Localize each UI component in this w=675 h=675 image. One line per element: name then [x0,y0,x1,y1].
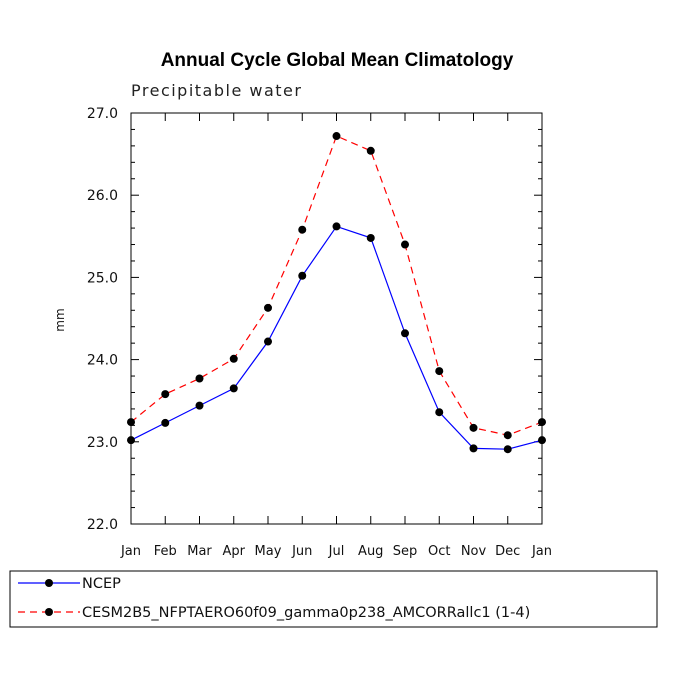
chart-title: Annual Cycle Global Mean Climatology [161,50,514,71]
x-tick-label: Apr [223,544,246,559]
data-point [298,271,307,280]
data-point [503,431,512,440]
data-point [503,445,512,454]
data-point [538,436,546,445]
y-tick-label: 27.0 [87,106,118,122]
series-1 [127,132,546,440]
data-point [229,384,238,393]
series-layer [127,132,546,454]
data-point [332,222,341,231]
data-point [161,390,170,399]
data-point [366,233,375,242]
legend-item-1: CESM2B5_NFPTAERO60f09_gamma0p238_AMCORRa… [18,605,530,621]
axis-ticks [130,112,543,525]
legend: NCEP CESM2B5_NFPTAERO60f09_gamma0p238_AMC… [18,576,530,621]
series-0 [127,222,546,454]
legend-marker [45,608,53,616]
legend-item-0: NCEP [18,576,121,592]
x-tick-label: May [255,544,282,559]
x-tick-label: Jul [328,544,345,559]
data-point [538,418,546,427]
data-point [264,303,272,312]
x-tick-label: Jun [291,544,312,559]
data-point [401,240,409,249]
x-tick-labels: Jan Feb Mar Apr May Jun Jul Aug Sep Oct Nov Dec Jan [120,544,552,559]
y-tick-label: 24.0 [87,353,118,369]
x-tick-label: Feb [154,544,177,559]
legend-box [9,570,658,628]
x-tick-label: Mar [187,544,212,559]
data-point [366,146,375,155]
data-point [332,132,341,141]
data-point [195,374,204,383]
data-point [469,444,478,453]
data-point [435,367,444,376]
y-tick-label: 26.0 [87,188,118,204]
data-point [401,329,409,338]
x-tick-label: Dec [495,544,520,559]
data-point [264,337,272,346]
y-tick-label: 22.0 [87,517,118,533]
x-tick-label: Nov [461,544,487,559]
data-point [161,418,170,427]
y-tick-label: 23.0 [87,435,118,451]
data-point [195,401,204,410]
x-tick-label: Jan [531,544,552,559]
plot-area [130,112,543,525]
legend-marker [45,579,53,587]
y-tick-labels: 22.0 23.0 24.0 25.0 26.0 27.0 [87,106,118,533]
data-point [298,225,307,234]
y-axis-label: mm [53,308,67,331]
data-point [469,423,478,432]
data-point [229,354,238,363]
chart-subtitle: Precipitable water [131,81,302,100]
x-tick-label: Aug [358,544,383,559]
legend-label: NCEP [82,576,121,592]
x-tick-label: Sep [393,544,418,559]
data-point [435,408,444,417]
data-point [127,436,135,445]
x-tick-label: Oct [428,544,450,559]
series-line [130,135,543,436]
data-point [127,418,135,427]
legend-label: CESM2B5_NFPTAERO60f09_gamma0p238_AMCORRa… [82,605,530,621]
y-tick-label: 25.0 [87,270,118,286]
series-line [130,225,543,450]
x-tick-label: Jan [120,544,141,559]
